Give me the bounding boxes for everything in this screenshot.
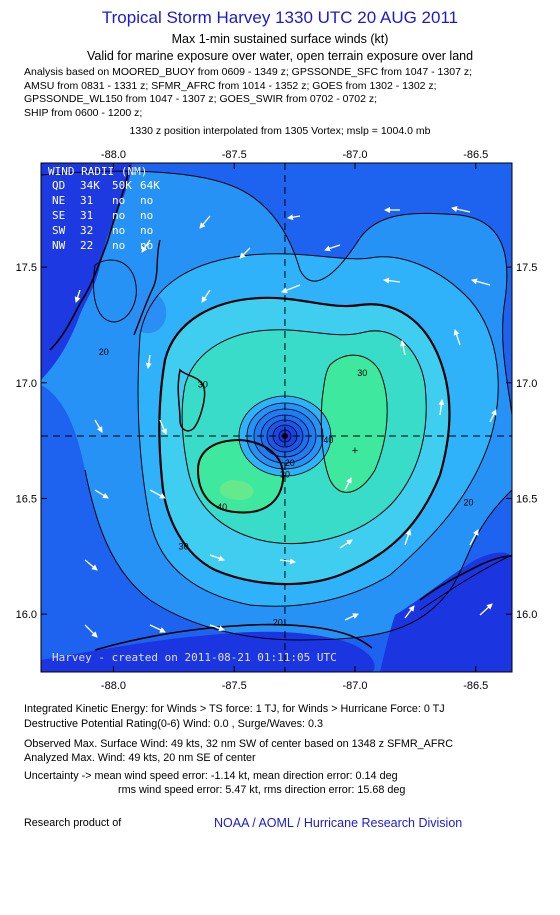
y-tick-label-left: 16.0 [16, 609, 37, 621]
contour-label: 20 [99, 347, 109, 357]
contour-label: 40 [323, 435, 333, 445]
wind-radii-table: WIND RADII (NM) QD 34K 50K 64K NE 31 no no SE 31 n… [48, 165, 160, 252]
y-tick-label-right: 16.0 [516, 609, 537, 621]
coastline-honduras [94, 623, 373, 651]
coastline-reef [133, 239, 161, 336]
x-tick-label-top: -87.5 [222, 149, 247, 161]
contour-label: 30 [280, 470, 290, 480]
wind-map: + 20 30 30 40 20 30 40 30 20 20 WIND RADII (NM) Q… [16, 149, 538, 690]
hrd-link[interactable]: NOAA / AOML / Hurricane Research Divisio… [214, 816, 463, 830]
x-ticks-bottom: -88.0 -87.5 -87.0 -86.5 [101, 666, 488, 690]
dpr-line: Destructive Potential Rating(0-6) Wind: … [24, 718, 324, 730]
coastline [49, 164, 131, 351]
radii-cell: no [112, 239, 125, 252]
radii-cell: SE [52, 209, 65, 222]
y-tick-label-left: 16.5 [16, 493, 37, 505]
x-tick-label-bottom: -86.5 [463, 680, 488, 690]
radii-header-cell: 64K [140, 179, 160, 192]
max-wind-marker: + [352, 445, 358, 457]
radii-cell: SW [52, 224, 66, 237]
x-tick-label-top: -86.5 [463, 149, 488, 161]
uncertainty-line-1: Uncertainty -> mean wind speed error: -1… [24, 770, 398, 782]
contour-label: 30 [178, 541, 188, 551]
analyzed-max-line: Analyzed Max. Wind: 49 kts, 20 nm SE of … [24, 752, 256, 764]
x-tick-label-bottom: -87.5 [222, 680, 247, 690]
radii-header-cell: 50K [112, 179, 132, 192]
radii-cell: 32 [80, 224, 93, 237]
radii-cell: no [140, 239, 153, 252]
map-frame [40, 162, 513, 673]
land-honduras-coast [41, 631, 375, 672]
contour-labels: 20 30 30 40 20 30 40 30 20 20 [99, 347, 474, 628]
radii-cell: NE [52, 194, 65, 207]
x-tick-label-bottom: -87.0 [342, 680, 367, 690]
radii-cell: no [112, 209, 125, 222]
radii-header-cell: 34K [80, 179, 100, 192]
x-tick-label-top: -88.0 [101, 149, 126, 161]
y-tick-label-left: 17.0 [16, 378, 37, 390]
radii-cell: 22 [80, 239, 93, 252]
credit-text: Harvey - created on 2011-08-21 01:11:05 … [52, 651, 337, 664]
x-ticks-top: -88.0 -87.5 -87.0 -86.5 [101, 149, 488, 169]
radii-cell: NW [52, 239, 66, 252]
x-tick-label-bottom: -88.0 [101, 680, 126, 690]
y-tick-label-right: 16.5 [516, 493, 537, 505]
uncertainty-line-2: rms wind speed error: 5.47 kt, rms direc… [118, 784, 406, 796]
contour-label: 30 [198, 379, 208, 389]
research-product-label: Research product of [24, 817, 122, 829]
land-yucatan-coast [41, 163, 132, 380]
radii-cell: no [140, 224, 153, 237]
y-ticks-left: 16.0 16.5 17.0 17.5 [16, 262, 47, 621]
radii-cell: no [112, 224, 125, 237]
radii-cell: no [140, 209, 153, 222]
radii-cell: 31 [80, 209, 93, 222]
analysis-line: AMSU from 0831 - 1331 z; SFMR_AFRC from … [24, 79, 437, 92]
analysis-line: SHIP from 0600 - 1200 z; [24, 106, 143, 119]
radii-cell: no [140, 194, 153, 207]
analysis-sources: Analysis based on MOORED_BUOY from 0609 … [24, 66, 472, 120]
chart-subtitle-exposure: Valid for marine exposure over water, op… [86, 49, 474, 63]
chart-subtitle-winds: Max 1-min sustained surface winds (kt) [171, 32, 389, 46]
coastline-islet [177, 368, 206, 432]
wind-arrows [74, 206, 497, 638]
radii-title: WIND RADII (NM) [48, 165, 147, 178]
position-note: 1330 z position interpolated from 1305 V… [129, 125, 431, 137]
x-tick-label-top: -87.0 [342, 149, 367, 161]
contour-label: 20 [285, 458, 295, 468]
y-tick-label-right: 17.5 [516, 262, 537, 274]
y-ticks-right: 16.0 16.5 17.0 17.5 [506, 262, 537, 621]
coastline-roatan [419, 555, 512, 601]
chart-title: Tropical Storm Harvey 1330 UTC 20 AUG 20… [101, 8, 459, 27]
contour-label: 20 [464, 497, 474, 507]
y-tick-label-right: 17.0 [516, 378, 537, 390]
contour-label: 40 [217, 502, 227, 512]
contour-fill-40kt [321, 355, 388, 493]
analysis-line: Analysis based on MOORED_BUOY from 0609 … [24, 66, 472, 78]
radii-header-cell: QD [52, 179, 65, 192]
land-bay-islands [380, 552, 512, 672]
ike-line: Integrated Kinetic Energy: for Winds > T… [24, 703, 445, 715]
analysis-line: GPSSONDE_WL150 from 1047 - 1307 z; GOES_… [24, 93, 378, 105]
radii-cell: 31 [80, 194, 93, 207]
contour-label: 30 [357, 368, 367, 378]
radii-cell: no [112, 194, 125, 207]
observed-max-line: Observed Max. Surface Wind: 49 kts, 32 n… [24, 738, 454, 750]
contour-lines [41, 170, 512, 641]
contour-fill-45kt-sw [219, 479, 254, 500]
contour-label: 20 [273, 618, 283, 628]
y-tick-label-left: 17.5 [16, 262, 37, 274]
